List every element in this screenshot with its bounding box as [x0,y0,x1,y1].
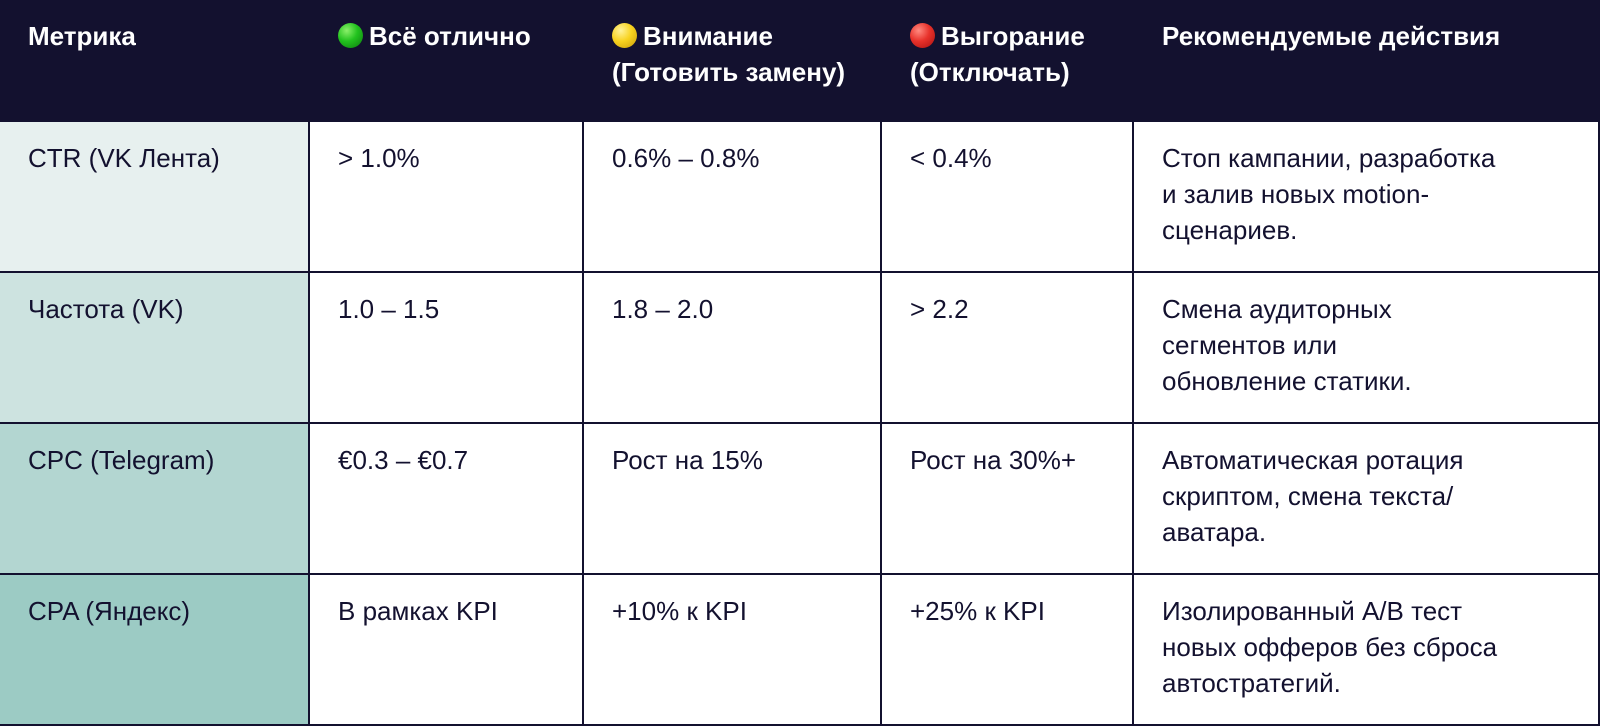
cell-action: Изолированный A/B тест новых офферов без… [1134,575,1600,726]
yellow-circle-icon [612,23,637,48]
cell-burnout: > 2.2 [882,273,1134,424]
action-line: новых офферов без сброса [1162,632,1498,662]
cell-burnout: +25% к KPI [882,575,1134,726]
cell-ok: В рамках KPI [310,575,584,726]
header-attention: Внимание (Готовить замену) [584,0,882,122]
action-line: сегментов или [1162,330,1337,360]
header-ok-label: Всё отлично [369,21,531,51]
red-circle-icon [910,23,935,48]
action-line: Смена аудиторных [1162,294,1392,324]
action-line: Изолированный A/B тест [1162,596,1463,626]
header-ok: Всё отлично [310,0,584,122]
header-actions: Рекомендуемые действия [1134,0,1600,122]
cell-burnout: Рост на 30%+ [882,424,1134,575]
cell-metric: CPC (Telegram) [0,424,310,575]
cell-action: Автоматическая ротация скриптом, смена т… [1134,424,1600,575]
action-line: обновление статики. [1162,366,1412,396]
header-metric-label: Метрика [28,21,136,51]
cell-ok: 1.0 – 1.5 [310,273,584,424]
header-attention-sublabel: (Готовить замену) [612,57,846,87]
header-burnout-sublabel: (Отключать) [910,57,1070,87]
action-line: Автоматическая ротация [1162,445,1464,475]
header-burnout-label: Выгорание [941,21,1085,51]
action-line: Стоп кампании, разработка [1162,143,1496,173]
cell-metric: CPA (Яндекс) [0,575,310,726]
cell-action: Стоп кампании, разработка и залив новых … [1134,122,1600,273]
cell-ok: €0.3 – €0.7 [310,424,584,575]
action-line: и залив новых motion- [1162,179,1430,209]
action-line: аватара. [1162,517,1267,547]
action-line: автостратегий. [1162,668,1341,698]
cell-attention: +10% к KPI [584,575,882,726]
action-line: сценариев. [1162,215,1298,245]
cell-attention: 1.8 – 2.0 [584,273,882,424]
cell-attention: 0.6% – 0.8% [584,122,882,273]
header-burnout: Выгорание (Отключать) [882,0,1134,122]
cell-action: Смена аудиторных сегментов или обновлени… [1134,273,1600,424]
green-circle-icon [338,23,363,48]
cell-metric: CTR (VK Лента) [0,122,310,273]
cell-burnout: < 0.4% [882,122,1134,273]
header-metric: Метрика [0,0,310,122]
cell-metric: Частота (VK) [0,273,310,424]
cell-ok: > 1.0% [310,122,584,273]
action-line: скриптом, смена текста/ [1162,481,1454,511]
cell-attention: Рост на 15% [584,424,882,575]
header-actions-label: Рекомендуемые действия [1162,21,1501,51]
header-attention-label: Внимание [643,21,773,51]
